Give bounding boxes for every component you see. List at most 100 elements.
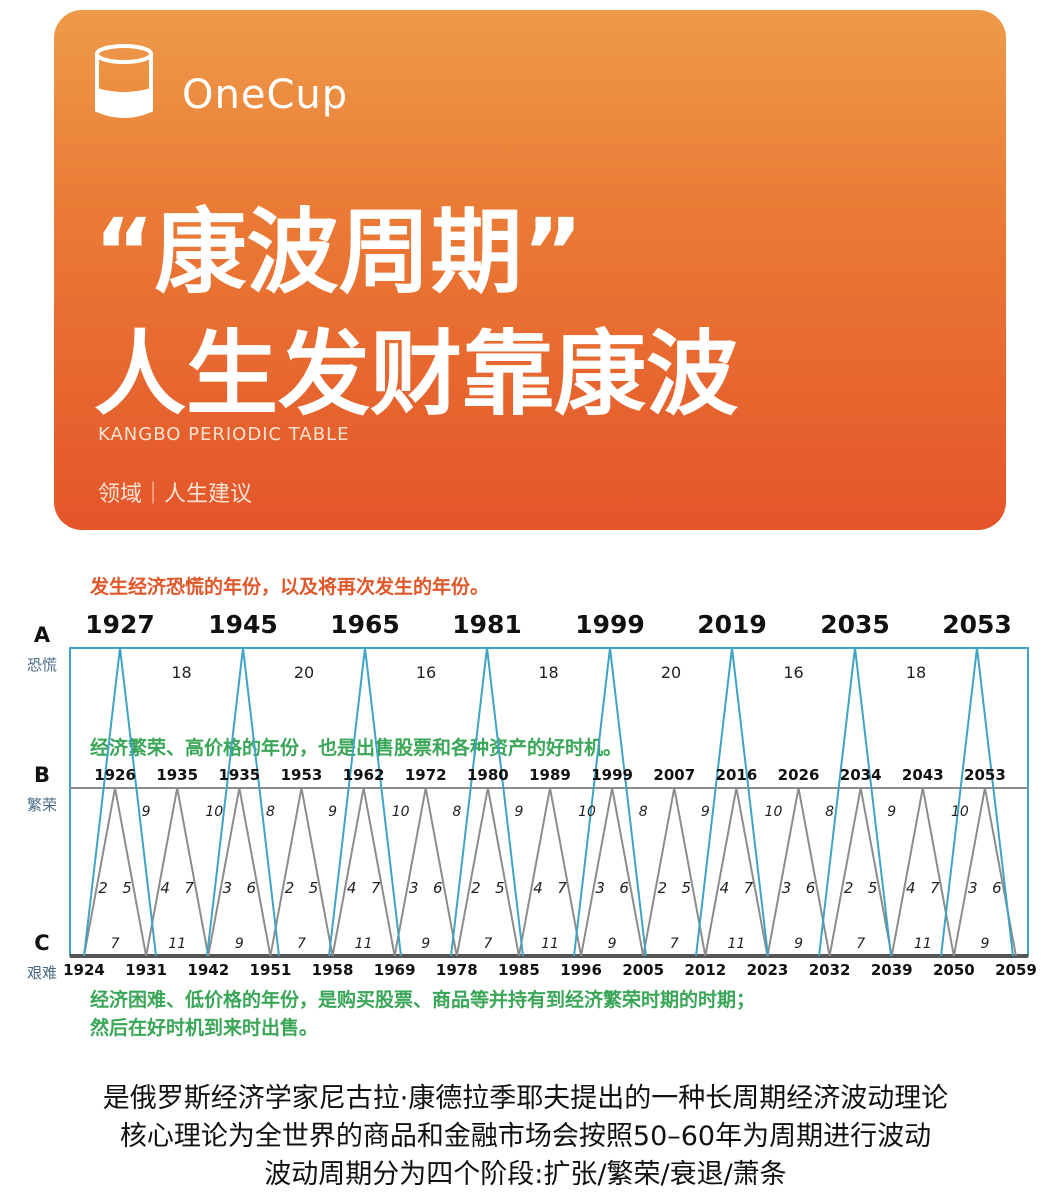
note-panic-years: 发生经济恐慌的年份，以及将再次发生的年份。 xyxy=(89,575,489,598)
trough-gap-label: 9 xyxy=(608,936,617,952)
footer-line-2: 核心理论为全世界的商品和金融市场会按照50–60年为周期进行波动 xyxy=(119,1121,932,1152)
peak-gap-label: 9 xyxy=(142,804,151,820)
note-hard-years-line2: 然后在好时机到来时出售。 xyxy=(90,1016,318,1039)
note-boom-years: 经济繁荣、高价格的年份，也是出售股票和各种资产的好时机。 xyxy=(90,736,622,759)
sub-cycle-wave xyxy=(828,787,893,957)
panic-year-label: 1999 xyxy=(575,610,645,639)
hard-year-label: 1924 xyxy=(63,961,105,979)
peak-gap-label: 10 xyxy=(578,804,596,820)
fall-phase-number: 7 xyxy=(744,879,754,897)
peak-gap-label: 9 xyxy=(701,804,710,820)
boom-year-label: 1926 xyxy=(94,766,136,784)
rise-phase-number: 4 xyxy=(533,879,543,897)
trough-gap-label: 9 xyxy=(421,936,430,952)
hard-year-label: 1996 xyxy=(560,961,602,979)
hard-year-label: 2059 xyxy=(995,961,1037,979)
boom-year-label: 1935 xyxy=(156,766,198,784)
fall-phase-number: 7 xyxy=(930,879,940,897)
footer-description: 是俄罗斯经济学家尼古拉·康德拉季耶夫提出的一种长周期经济波动理论 核心理论为全世… xyxy=(0,1080,1051,1194)
boom-year-label: 2043 xyxy=(902,766,944,784)
hard-year-label: 1951 xyxy=(250,961,292,979)
boom-year-label: 2016 xyxy=(716,766,758,784)
page-title-line2: 人生发财靠康波 xyxy=(94,321,739,428)
fall-phase-number: 6 xyxy=(992,879,1002,897)
page-subtitle: KANGBO PERIODIC TABLE xyxy=(98,424,350,445)
peak-gap-label: 9 xyxy=(328,804,337,820)
fall-phase-number: 5 xyxy=(681,879,691,897)
trough-gap-label: 9 xyxy=(235,936,244,952)
sub-cycle-wave xyxy=(642,787,707,957)
page-title: “康波周期” xyxy=(94,199,583,306)
panic-spike xyxy=(206,647,280,957)
trough-gap-label: 7 xyxy=(856,936,865,952)
fall-phase-number: 7 xyxy=(184,879,194,897)
rise-phase-number: 2 xyxy=(844,879,854,897)
boom-year-label: 1953 xyxy=(281,766,323,784)
sub-cycle-wave xyxy=(766,787,831,957)
rise-phase-number: 4 xyxy=(720,879,730,897)
fall-phase-number: 6 xyxy=(806,879,816,897)
panic-year-label: 1927 xyxy=(85,610,155,639)
trough-gap-label: 9 xyxy=(980,936,989,952)
rise-phase-number: 3 xyxy=(968,879,978,897)
fall-phase-number: 5 xyxy=(309,879,319,897)
fall-phase-number: 6 xyxy=(247,879,257,897)
fall-phase-number: 5 xyxy=(868,879,878,897)
boom-year-label: 2053 xyxy=(964,766,1006,784)
peak-gap-label: 8 xyxy=(639,804,648,820)
row-letter-a: A xyxy=(34,623,51,647)
boom-year-label: 2026 xyxy=(778,766,820,784)
panic-spike xyxy=(83,647,157,957)
boom-year-label: 1989 xyxy=(529,766,571,784)
panic-spike xyxy=(328,647,402,957)
hard-year-label: 1958 xyxy=(312,961,354,979)
trough-gap-label: 11 xyxy=(541,936,559,952)
footer-line-1: 是俄罗斯经济学家尼古拉·康德拉季耶夫提出的一种长周期经济波动理论 xyxy=(102,1083,949,1114)
fall-phase-number: 7 xyxy=(557,879,567,897)
fall-phase-number: 5 xyxy=(495,879,505,897)
panic-gap-label: 20 xyxy=(294,663,314,682)
sub-cycle-wave xyxy=(83,787,148,957)
row-label-a: 恐慌 xyxy=(27,656,57,674)
trough-gap-label: 7 xyxy=(111,936,120,952)
hard-year-label: 1969 xyxy=(374,961,416,979)
sub-cycle-wave xyxy=(890,787,955,957)
trough-gap-label: 11 xyxy=(355,936,373,952)
trough-gap-label: 11 xyxy=(914,936,932,952)
trough-gap-label: 7 xyxy=(483,936,492,952)
boom-year-label: 2034 xyxy=(840,766,882,784)
panic-gap-label: 16 xyxy=(783,663,803,682)
rise-phase-number: 4 xyxy=(160,879,170,897)
kangbo-cycle-diagram: 发生经济恐慌的年份，以及将再次发生的年份。 经济繁荣、高价格的年份，也是出售股票… xyxy=(27,575,1037,1039)
category-tags: 领域｜人生建议 xyxy=(98,482,253,507)
panic-gap-label: 16 xyxy=(416,663,436,682)
rise-phase-number: 3 xyxy=(595,879,605,897)
peak-gap-label: 10 xyxy=(765,804,783,820)
panic-year-label: 2019 xyxy=(697,610,767,639)
sub-cycle-wave xyxy=(580,787,645,957)
row-label-b: 繁荣 xyxy=(27,796,57,814)
peak-gap-label: 9 xyxy=(514,804,523,820)
trough-gap-label: 7 xyxy=(670,936,679,952)
boom-year-label: 1972 xyxy=(405,766,447,784)
sub-cycle-wave xyxy=(393,787,458,957)
sub-cycle-wave xyxy=(455,787,520,957)
hard-year-label: 1978 xyxy=(436,961,478,979)
panic-year-label: 2053 xyxy=(942,610,1012,639)
panic-gap-label: 18 xyxy=(538,663,558,682)
note-hard-years-line1: 经济困难、低价格的年份，是购买股票、商品等并持有到经济繁荣时期的时期； xyxy=(90,988,755,1011)
trough-gap-label: 11 xyxy=(168,936,186,952)
boom-year-label: 1999 xyxy=(591,766,633,784)
fall-phase-number: 6 xyxy=(433,879,443,897)
rise-phase-number: 4 xyxy=(347,879,357,897)
panic-year-label: 1965 xyxy=(330,610,400,639)
sub-cycle-wave xyxy=(145,787,210,957)
hard-year-label: 2050 xyxy=(933,961,975,979)
panic-year-label: 1981 xyxy=(452,610,522,639)
boom-year-label: 1962 xyxy=(343,766,385,784)
panic-gap-label: 18 xyxy=(906,663,926,682)
rise-phase-number: 2 xyxy=(657,879,667,897)
boom-year-label: 1935 xyxy=(218,766,260,784)
rise-phase-number: 2 xyxy=(285,879,295,897)
panic-gap-label: 18 xyxy=(171,663,191,682)
